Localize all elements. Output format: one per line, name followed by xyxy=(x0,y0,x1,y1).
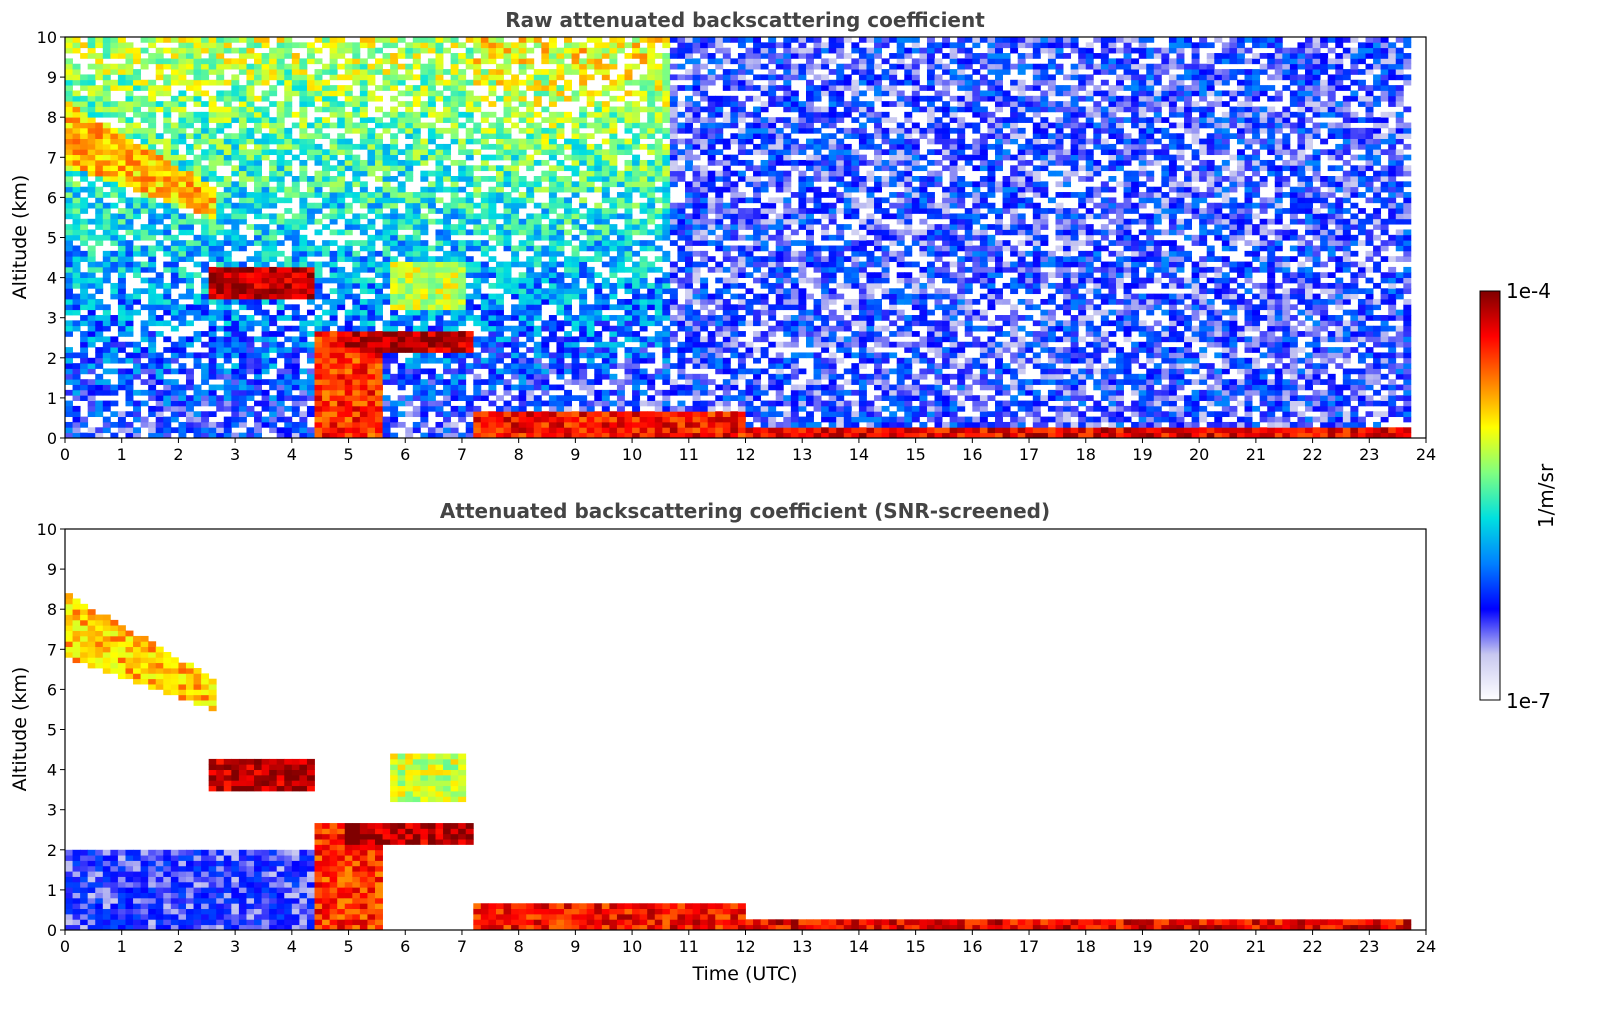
y-tick-label: 8 xyxy=(47,600,57,619)
y-tick-label: 0 xyxy=(47,429,57,448)
x-axis: 0 1 2 3 4 5 6 7 8 9 10 11 12 13 14 15 16 17 18 19 20 21 22 23 24 xyxy=(60,438,1436,464)
y-tick-label: 5 xyxy=(47,229,57,248)
y-tick-label: 0 xyxy=(47,921,57,940)
x-tick-label: 16 xyxy=(962,937,982,956)
x-tick-label: 8 xyxy=(514,445,524,464)
x-tick-label: 24 xyxy=(1416,445,1436,464)
x-tick-label: 0 xyxy=(60,445,70,464)
x-tick-label: 3 xyxy=(230,445,240,464)
x-tick-label: 9 xyxy=(570,445,580,464)
x-tick-label: 17 xyxy=(1019,445,1039,464)
y-tick-label: 2 xyxy=(47,841,57,860)
x-tick-label: 13 xyxy=(792,445,812,464)
x-tick-label: 22 xyxy=(1302,937,1322,956)
y-tick-label: 6 xyxy=(47,680,57,699)
x-tick-label: 11 xyxy=(679,937,699,956)
x-tick-label: 10 xyxy=(622,937,642,956)
x-tick-label: 13 xyxy=(792,937,812,956)
x-tick-label: 4 xyxy=(287,445,297,464)
y-tick-label: 1 xyxy=(47,389,57,408)
x-tick-label: 2 xyxy=(173,445,183,464)
x-tick-label: 7 xyxy=(457,937,467,956)
x-tick-label: 1 xyxy=(117,937,127,956)
panel-raw: Raw attenuated backscattering coefficien… xyxy=(9,8,1436,464)
y-tick-label: 4 xyxy=(47,761,57,780)
colorbar-min-label: 1e-7 xyxy=(1506,689,1551,713)
x-tick-label: 20 xyxy=(1189,445,1209,464)
y-tick-label: 10 xyxy=(37,520,57,539)
x-tick-label: 4 xyxy=(287,937,297,956)
y-tick-label: 4 xyxy=(47,269,57,288)
x-tick-label: 16 xyxy=(962,445,982,464)
y-tick-label: 9 xyxy=(47,560,57,579)
x-tick-label: 8 xyxy=(514,937,524,956)
colorbar-max-label: 1e-4 xyxy=(1506,279,1551,303)
x-tick-label: 1 xyxy=(117,445,127,464)
x-tick-label: 19 xyxy=(1132,445,1152,464)
x-tick-label: 19 xyxy=(1132,937,1152,956)
x-tick-label: 15 xyxy=(905,937,925,956)
x-tick-label: 7 xyxy=(457,445,467,464)
x-tick-label: 14 xyxy=(849,445,869,464)
x-tick-label: 21 xyxy=(1246,937,1266,956)
x-tick-label: 3 xyxy=(230,937,240,956)
x-tick-label: 12 xyxy=(735,445,755,464)
x-tick-label: 0 xyxy=(60,937,70,956)
x-tick-label: 14 xyxy=(849,937,869,956)
y-tick-label: 3 xyxy=(47,309,57,328)
y-axis-label: Altitude (km) xyxy=(9,667,31,792)
y-tick-label: 5 xyxy=(47,721,57,740)
x-tick-label: 22 xyxy=(1302,445,1322,464)
x-tick-label: 21 xyxy=(1246,445,1266,464)
y-axis: 0 1 2 3 4 5 6 7 8 9 10 xyxy=(37,520,65,940)
panel-screened: Attenuated backscattering coefficient (S… xyxy=(9,499,1436,985)
x-tick-label: 24 xyxy=(1416,937,1436,956)
x-tick-label: 18 xyxy=(1076,937,1096,956)
x-tick-label: 12 xyxy=(735,937,755,956)
heatmap-screened xyxy=(65,593,1412,931)
x-tick-label: 15 xyxy=(905,445,925,464)
x-tick-label: 11 xyxy=(679,445,699,464)
x-tick-label: 18 xyxy=(1076,445,1096,464)
y-tick-label: 7 xyxy=(47,640,57,659)
x-tick-label: 17 xyxy=(1019,937,1039,956)
colorbar-label: 1/m/sr xyxy=(1534,463,1558,528)
x-tick-label: 23 xyxy=(1359,937,1379,956)
heatmap-raw xyxy=(65,37,1412,439)
y-axis-label: Altitude (km) xyxy=(9,175,31,300)
x-tick-label: 23 xyxy=(1359,445,1379,464)
x-tick-label: 5 xyxy=(343,445,353,464)
colorbar: 1e-4 1e-7 1/m/sr xyxy=(1479,279,1558,713)
y-tick-label: 7 xyxy=(47,148,57,167)
y-tick-label: 1 xyxy=(47,881,57,900)
x-tick-label: 10 xyxy=(622,445,642,464)
y-axis: 0 1 2 3 4 5 6 7 8 9 10 xyxy=(37,28,65,448)
chart-title: Raw attenuated backscattering coefficien… xyxy=(505,8,985,32)
chart-title: Attenuated backscattering coefficient (S… xyxy=(440,499,1050,523)
x-tick-label: 6 xyxy=(400,445,410,464)
x-tick-label: 20 xyxy=(1189,937,1209,956)
y-tick-label: 6 xyxy=(47,188,57,207)
x-tick-label: 9 xyxy=(570,937,580,956)
y-tick-label: 8 xyxy=(47,108,57,127)
y-tick-label: 3 xyxy=(47,801,57,820)
y-tick-label: 10 xyxy=(37,28,57,47)
colorbar-gradient xyxy=(1479,290,1501,701)
y-tick-label: 9 xyxy=(47,68,57,87)
x-tick-label: 5 xyxy=(343,937,353,956)
x-tick-label: 2 xyxy=(173,937,183,956)
x-tick-label: 6 xyxy=(400,937,410,956)
y-tick-label: 2 xyxy=(47,349,57,368)
x-axis: 0 1 2 3 4 5 6 7 8 9 10 11 12 13 14 15 16 17 18 19 20 21 22 23 24 xyxy=(60,930,1436,956)
x-axis-label: Time (UTC) xyxy=(691,963,797,985)
